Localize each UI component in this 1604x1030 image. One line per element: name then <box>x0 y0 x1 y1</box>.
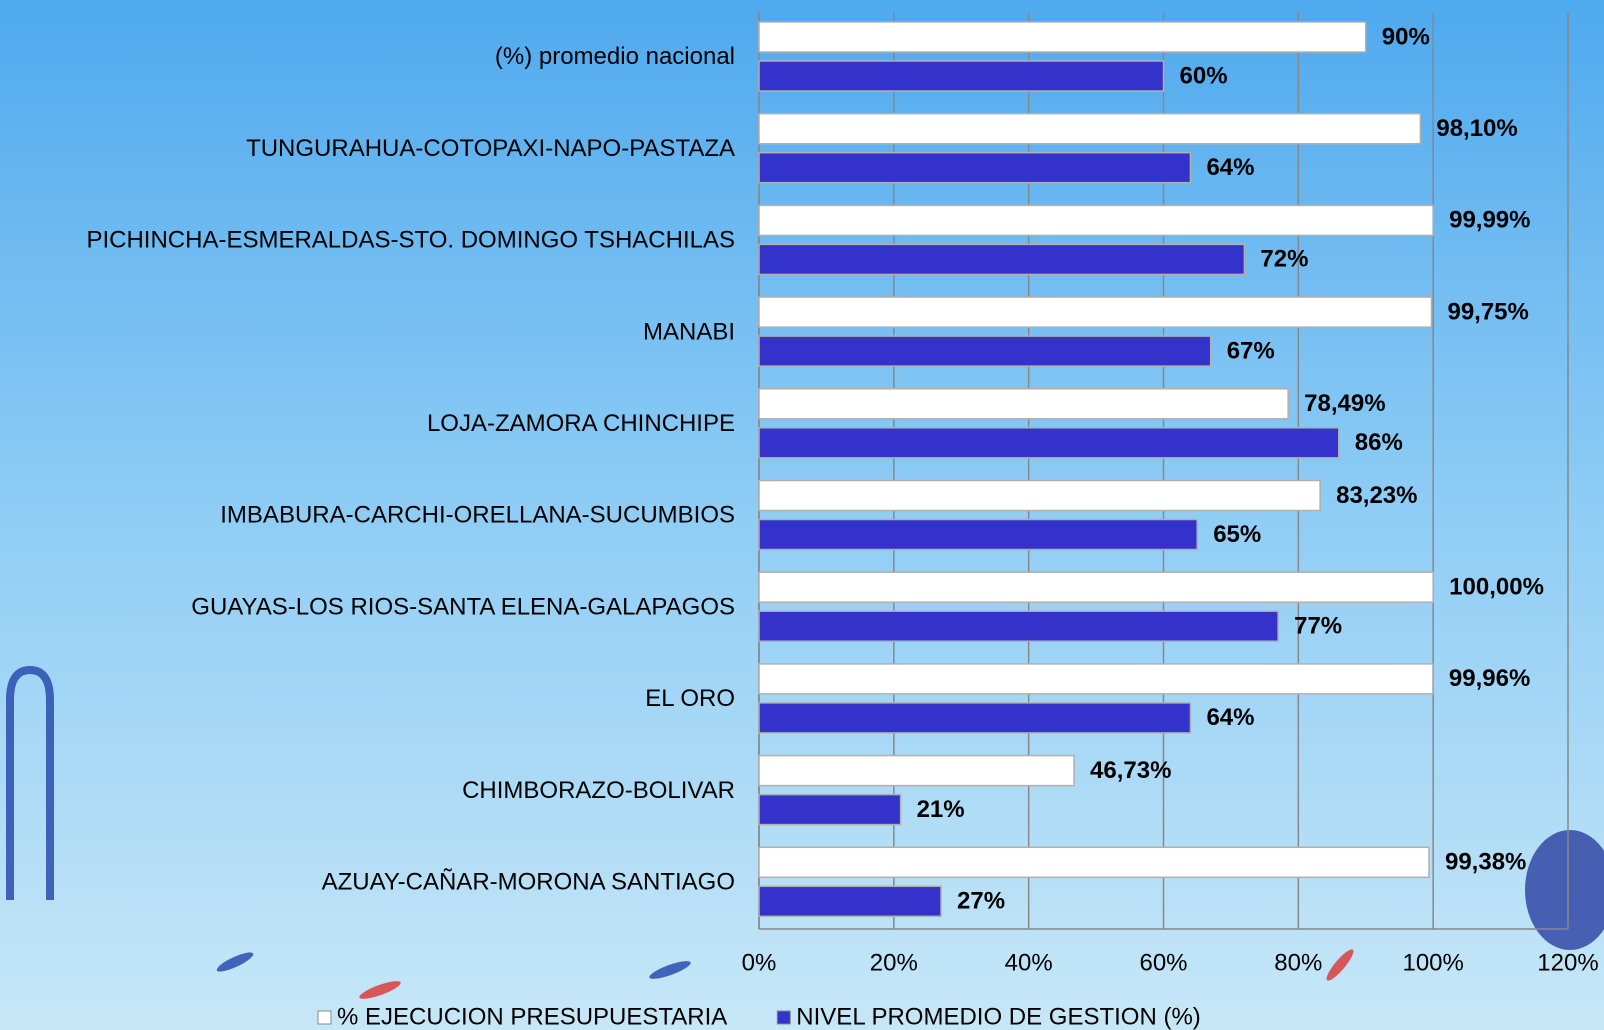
y-tick-label: AZUAY-CAÑAR-MORONA SANTIAGO <box>322 868 735 895</box>
bar <box>759 703 1190 733</box>
data-label: 83,23% <box>1336 482 1417 509</box>
y-tick-label: (%) promedio nacional <box>495 43 735 70</box>
bar <box>759 244 1244 274</box>
chart: 0% 20% 40% 60% 80% 100% 120% (%) promedio nacio… <box>0 0 1604 1030</box>
data-label: 64% <box>1206 154 1254 181</box>
data-label: 27% <box>957 888 1005 915</box>
y-tick-label: CHIMBORAZO-BOLIVAR <box>462 777 735 804</box>
bar <box>759 756 1074 786</box>
bar <box>759 520 1197 550</box>
bar <box>759 664 1433 694</box>
x-tick-label: 0% <box>742 949 777 976</box>
legend-swatch <box>318 1011 331 1024</box>
bar <box>759 847 1429 877</box>
y-tick-label: EL ORO <box>645 685 735 712</box>
bar <box>759 481 1320 511</box>
legend-label: % EJECUCION PRESUPUESTARIA <box>337 1003 727 1030</box>
bar <box>759 428 1339 458</box>
y-tick-label: TUNGURAHUA-COTOPAXI-NAPO-PASTAZA <box>246 135 735 162</box>
data-label: 100,00% <box>1449 574 1544 601</box>
bar <box>759 572 1433 602</box>
data-label: 98,10% <box>1436 115 1517 142</box>
data-label: 99,75% <box>1447 298 1528 325</box>
bar <box>759 336 1211 366</box>
data-label: 67% <box>1227 337 1275 364</box>
x-tick-label: 40% <box>1005 949 1053 976</box>
data-label: 78,49% <box>1304 390 1385 417</box>
data-label: 99,96% <box>1449 665 1530 692</box>
x-tick-label: 100% <box>1402 949 1463 976</box>
x-tick-label: 20% <box>870 949 918 976</box>
bar <box>759 611 1278 641</box>
legend-label: NIVEL PROMEDIO DE GESTION (%) <box>796 1003 1201 1030</box>
data-label: 21% <box>917 796 965 823</box>
bar <box>759 886 941 916</box>
page: {"chart_data": {"type": "barh", "categor… <box>0 0 1604 1030</box>
x-tick-label: 120% <box>1537 949 1598 976</box>
data-label: 99,99% <box>1449 207 1530 234</box>
bar <box>759 297 1431 327</box>
x-tick-label: 60% <box>1139 949 1187 976</box>
data-label: 60% <box>1180 62 1228 89</box>
y-tick-label: MANABI <box>643 318 735 345</box>
data-label: 77% <box>1294 613 1342 640</box>
x-tick-label: 80% <box>1274 949 1322 976</box>
y-tick-label: PICHINCHA-ESMERALDAS-STO. DOMINGO TSHACH… <box>86 227 735 254</box>
data-label: 72% <box>1260 246 1308 273</box>
y-tick-label: GUAYAS-LOS RIOS-SANTA ELENA-GALAPAGOS <box>191 593 735 620</box>
data-label: 65% <box>1213 521 1261 548</box>
data-label: 64% <box>1206 704 1254 731</box>
data-label: 99,38% <box>1445 849 1526 876</box>
bar <box>759 114 1420 144</box>
data-label: 86% <box>1355 429 1403 456</box>
y-tick-label: LOJA-ZAMORA CHINCHIPE <box>427 410 735 437</box>
bar <box>759 795 901 825</box>
bar <box>759 22 1366 52</box>
bar <box>759 389 1288 419</box>
bar <box>759 61 1164 91</box>
bar <box>759 153 1190 183</box>
y-tick-label: IMBABURA-CARCHI-ORELLANA-SUCUMBIOS <box>220 502 735 529</box>
data-label: 90% <box>1382 23 1430 50</box>
bar <box>759 205 1433 235</box>
data-label: 46,73% <box>1090 757 1171 784</box>
legend-swatch <box>777 1011 790 1024</box>
